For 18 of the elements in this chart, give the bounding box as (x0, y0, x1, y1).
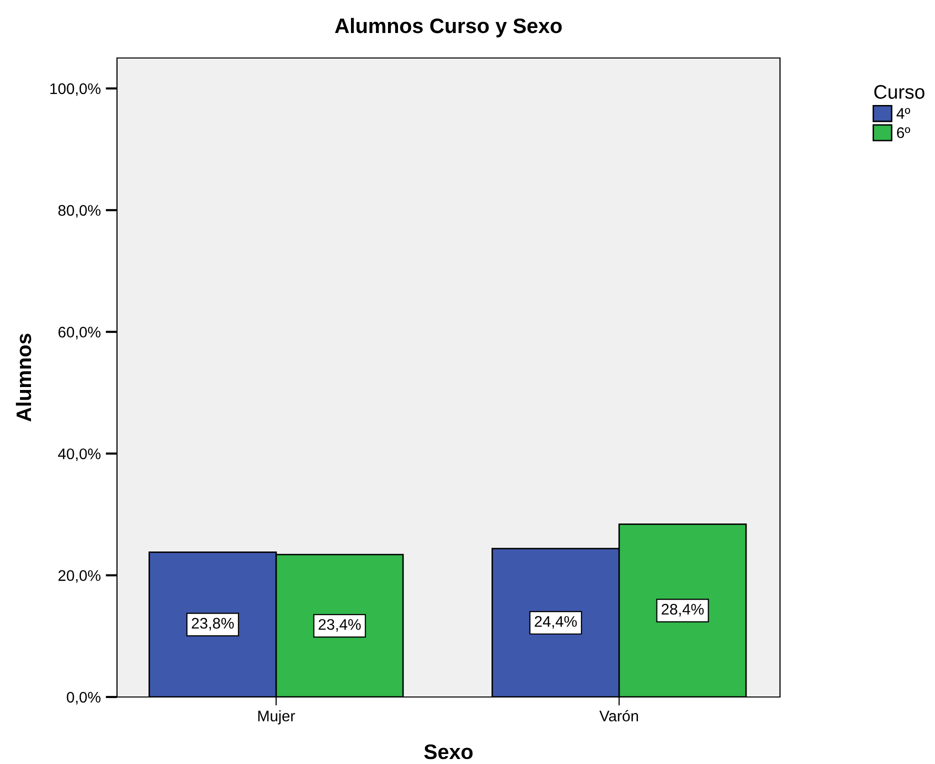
legend-label: 4º (896, 108, 910, 119)
x-tick-label: Mujer (258, 710, 295, 724)
x-axis-title: Sexo (424, 744, 473, 760)
y-tick-label: 60,0% (58, 326, 100, 340)
y-tick-label: 40,0% (58, 448, 100, 462)
data-label: 23,4% (318, 619, 361, 632)
x-tick-label: Varón (599, 710, 638, 722)
legend-label: 6º (897, 127, 910, 138)
y-tick-label: 80,0% (58, 205, 100, 218)
legend-title: Curso (874, 85, 924, 99)
y-tick-label: 100,0% (50, 83, 100, 96)
y-tick-label: 20,0% (58, 570, 100, 583)
data-label: 28,4% (662, 604, 704, 616)
data-label: 23,8% (192, 618, 234, 630)
chart-title: Alumnos Curso y Sexo (334, 18, 562, 38)
y-axis-title: Alumnos (16, 334, 32, 422)
data-label: 24,4% (534, 616, 577, 629)
y-tick-label: 0,0% (66, 692, 100, 704)
